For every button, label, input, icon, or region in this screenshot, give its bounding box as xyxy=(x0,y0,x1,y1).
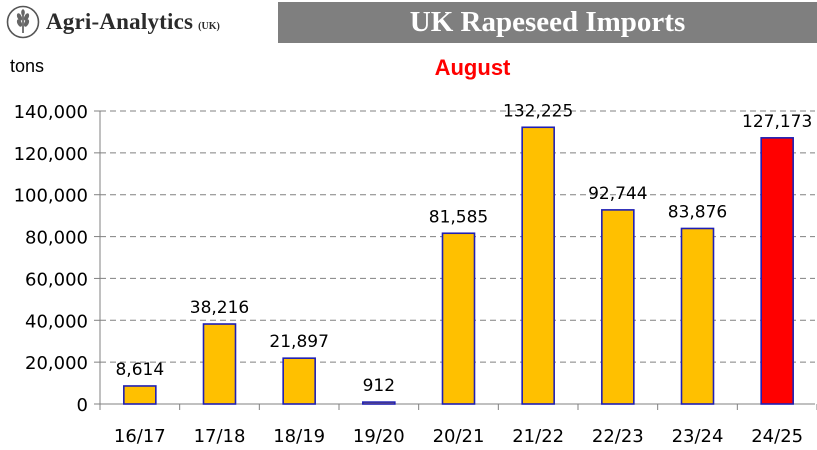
bar xyxy=(282,357,316,405)
data-label: 81,585 xyxy=(429,207,488,227)
data-label: 132,225 xyxy=(503,101,573,121)
x-tick-label: 21/22 xyxy=(512,426,564,447)
brand-region: (UK) xyxy=(198,20,220,32)
bar xyxy=(601,209,635,405)
y-tick-label: 20,000 xyxy=(25,353,88,374)
y-tick-label: 100,000 xyxy=(14,186,88,207)
y-tick-label: 60,000 xyxy=(25,269,88,290)
x-tick-label: 23/24 xyxy=(672,426,724,447)
data-label: 83,876 xyxy=(668,202,727,222)
y-tick-label: 0 xyxy=(77,395,88,416)
x-tick-label: 20/21 xyxy=(433,426,485,447)
y-tick-label: 80,000 xyxy=(25,228,88,249)
x-tick-label: 19/20 xyxy=(353,426,405,447)
y-tick-label: 40,000 xyxy=(25,311,88,332)
bar xyxy=(202,323,237,405)
bar xyxy=(123,385,157,405)
y-tick-label: 140,000 xyxy=(14,102,88,123)
bar xyxy=(521,126,555,405)
wheat-icon xyxy=(6,5,40,39)
chart-title: UK Rapeseed Imports xyxy=(278,2,817,43)
x-tick-label: 22/23 xyxy=(592,426,644,447)
data-label: 92,744 xyxy=(588,184,647,204)
data-label: 127,173 xyxy=(742,112,812,132)
data-label: 21,897 xyxy=(269,332,328,352)
brand-logo: Agri-Analytics (UK) xyxy=(6,4,220,40)
chart-subtitle: August xyxy=(434,55,511,80)
x-tick-label: 18/19 xyxy=(273,426,325,447)
bar xyxy=(760,137,794,405)
bar xyxy=(441,232,476,405)
data-label: 8,614 xyxy=(115,360,164,380)
data-label: 38,216 xyxy=(190,298,249,318)
x-tick-label: 24/25 xyxy=(751,426,803,447)
y-tick-label: 120,000 xyxy=(14,144,88,165)
y-axis-unit: tons xyxy=(10,56,45,76)
x-tick-label: 17/18 xyxy=(194,426,246,447)
data-label: 912 xyxy=(363,376,395,396)
bar xyxy=(680,227,715,405)
bar xyxy=(362,401,396,405)
brand-name: Agri-Analytics xyxy=(46,9,194,34)
x-tick-label: 16/17 xyxy=(114,426,166,447)
